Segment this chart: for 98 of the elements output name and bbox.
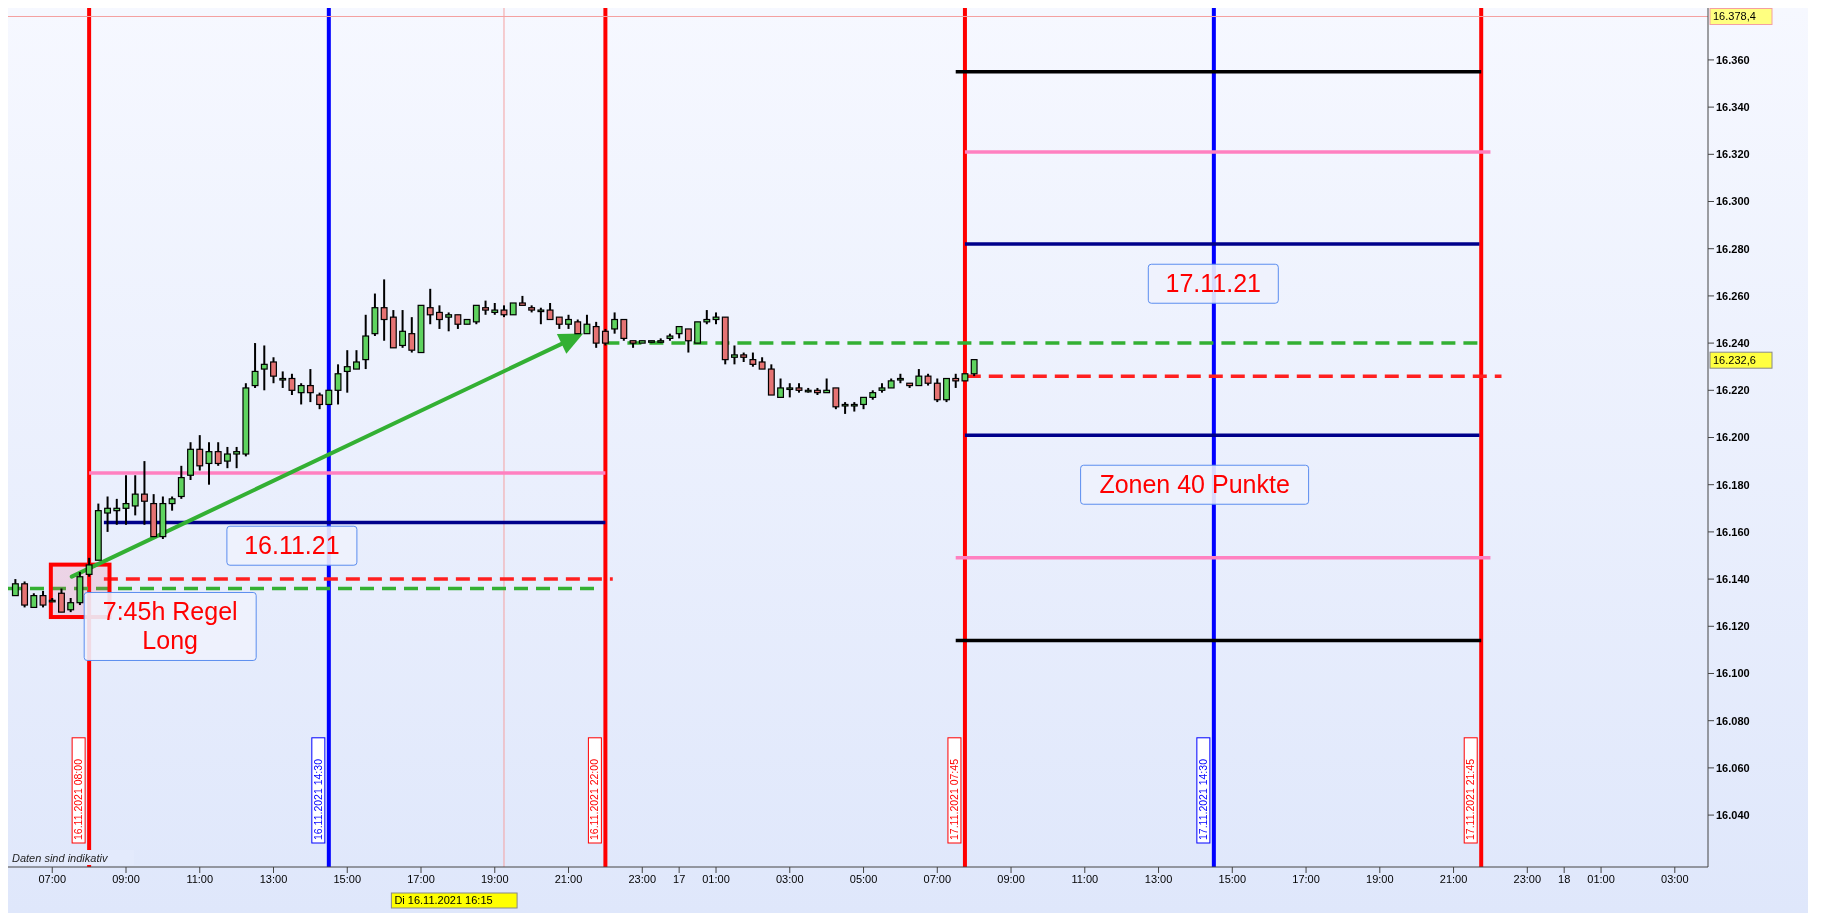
- y-tick-label: 16.080: [1716, 714, 1750, 727]
- candlestick: [472, 304, 480, 326]
- candlestick: [223, 445, 231, 470]
- x-tick-label: 15:00: [333, 872, 362, 885]
- y-tick-label: 16.160: [1716, 525, 1750, 538]
- candlestick: [177, 464, 185, 500]
- x-tick-label: 07:00: [923, 872, 952, 885]
- candlestick: [684, 327, 692, 354]
- y-tick-label: 16.200: [1716, 431, 1750, 444]
- y-tick-label: 16.180: [1716, 478, 1750, 491]
- y-tick-label: 16.260: [1716, 289, 1750, 302]
- candlestick: [445, 311, 453, 333]
- x-tick-label: 23:00: [628, 872, 657, 885]
- candlestick: [353, 349, 360, 371]
- x-tick-label: 13:00: [259, 872, 288, 885]
- y-tick-label: 16.100: [1716, 667, 1750, 680]
- candlestick: [583, 313, 591, 335]
- annotation: 16.11.21: [244, 531, 340, 560]
- candlestick: [731, 344, 738, 366]
- x-tick-label: 15:00: [1218, 872, 1247, 885]
- y-tick-label: 16.320: [1716, 148, 1750, 161]
- x-tick-label: 13:00: [1144, 872, 1173, 885]
- x-tick-label: 17:00: [407, 872, 435, 885]
- x-tick-label: 09:00: [112, 872, 140, 885]
- candlestick: [436, 304, 443, 330]
- x-tick-label: 03:00: [776, 872, 804, 885]
- candlestick: [140, 460, 148, 526]
- candlestick: [21, 580, 29, 609]
- candlestick: [113, 497, 121, 526]
- annotation: 17.11.21: [1165, 269, 1262, 298]
- candlestick: [694, 320, 702, 345]
- ref-line-label: 16.11.2021 22:00: [588, 758, 601, 840]
- y-tick-label: 16.060: [1716, 761, 1750, 774]
- candlestick: [777, 377, 785, 399]
- candlestick: [362, 313, 370, 371]
- x-tick-label: 21:00: [1439, 872, 1468, 885]
- candlestick: [85, 556, 93, 578]
- candlestick: [306, 368, 314, 404]
- x-tick-label: 19:00: [1366, 872, 1394, 885]
- x-tick-label: 11:00: [186, 872, 214, 885]
- candlestick: [933, 377, 941, 404]
- candlestick: [233, 445, 241, 470]
- text: Di 16.11.2021 16:15: [394, 894, 493, 906]
- candlestick: [592, 320, 600, 349]
- annotation: Zonen 40 Punkte: [1099, 470, 1290, 499]
- x-tick-label: 01:00: [702, 872, 730, 885]
- x-tick-label: 07:00: [38, 872, 67, 885]
- candlestick: [297, 382, 305, 406]
- y-tick-label: 16.220: [1716, 384, 1750, 397]
- candlestick: [270, 356, 277, 385]
- x-tick-label: 01:00: [1587, 872, 1615, 885]
- y-tick-label: 16.300: [1716, 195, 1750, 208]
- x-tick-label: 19:00: [481, 872, 509, 885]
- ref-line-label: 16.11.2021 14:30: [311, 758, 324, 840]
- candlestick: [122, 474, 130, 526]
- candlestick: [380, 278, 388, 342]
- candlestick: [943, 377, 950, 404]
- candlestick: [288, 372, 296, 397]
- candlestick: [611, 311, 619, 335]
- candlestick: [832, 386, 840, 411]
- candlestick: [620, 318, 628, 342]
- y-tick-label: 16.340: [1716, 101, 1750, 114]
- candlestick: [131, 474, 139, 517]
- candlestick: [205, 441, 213, 486]
- ref-line-label: 16.11.2021 08:00: [72, 758, 85, 840]
- ref-line-label: 16.378,4: [1713, 10, 1756, 23]
- ref-line-label: 17.11.2021 07:45: [947, 758, 960, 840]
- candlestick: [426, 287, 434, 326]
- y-tick-label: 16.040: [1716, 808, 1750, 821]
- candlestick: [334, 363, 342, 406]
- candlestick: [104, 495, 112, 533]
- x-tick-label: 11:00: [1071, 872, 1099, 885]
- candlestick: [408, 316, 416, 354]
- candlestick: [399, 309, 407, 349]
- annotation: Daten sind indikativ: [12, 852, 109, 864]
- y-tick-label: 16.240: [1716, 337, 1750, 350]
- x-tick-label: 05:00: [849, 872, 878, 885]
- x-tick-label: 18: [1558, 872, 1571, 885]
- candlestick: [260, 344, 268, 392]
- ref-line-label: 17.11.2021 14:30: [1196, 758, 1209, 840]
- candlestick: [343, 349, 351, 394]
- x-tick-label: 23:00: [1513, 872, 1542, 885]
- y-tick-label: 16.120: [1716, 620, 1750, 633]
- candlestick: [58, 587, 65, 614]
- annotation: 7:45h Regel Long: [102, 597, 238, 655]
- x-tick-label: 17: [673, 872, 686, 885]
- y-tick-label: 16.140: [1716, 573, 1750, 585]
- x-tick-label: 09:00: [997, 872, 1025, 885]
- x-tick-label: 03:00: [1661, 872, 1689, 885]
- y-tick-label: 16.280: [1716, 242, 1750, 255]
- candlestick: [251, 342, 259, 389]
- y-tick-label: 16.360: [1716, 53, 1750, 66]
- text: 16.232,6: [1713, 354, 1756, 367]
- ref-line-label: 17.11.2021 21:45: [1464, 758, 1477, 840]
- candlestick: [214, 441, 222, 467]
- x-tick-label: 17:00: [1292, 872, 1320, 885]
- candlestick: [196, 434, 204, 472]
- x-tick-label: 21:00: [554, 872, 583, 885]
